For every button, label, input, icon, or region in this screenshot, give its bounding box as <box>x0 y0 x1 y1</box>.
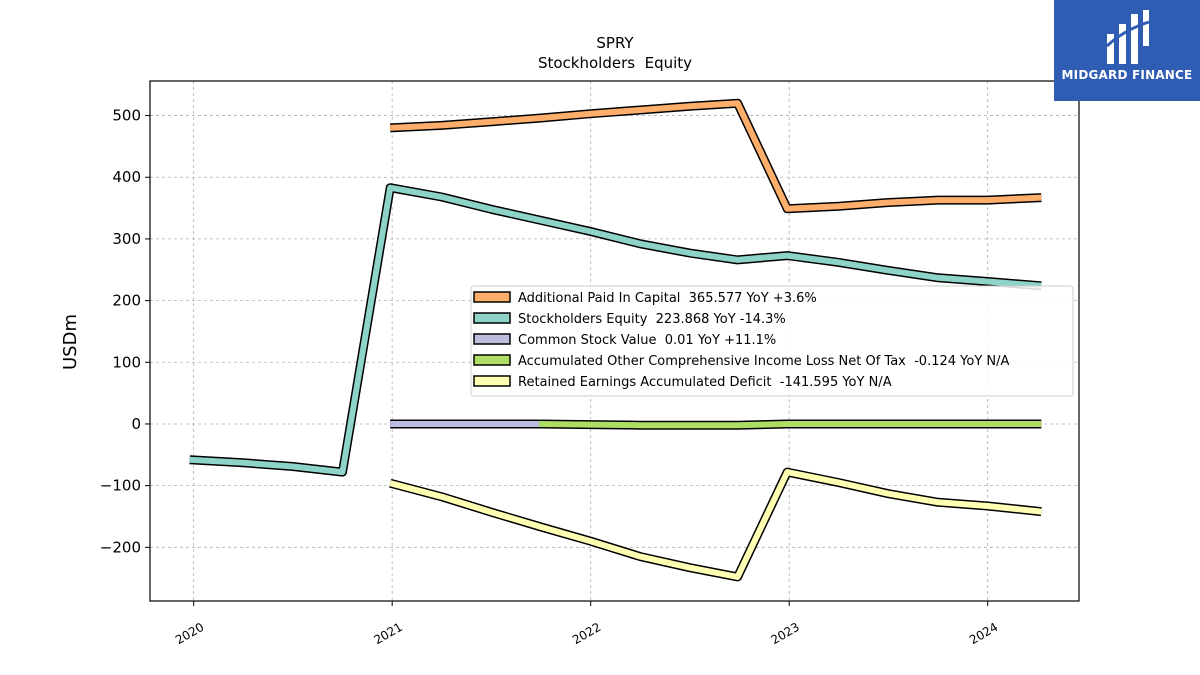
brand-name: MIDGARD FINANCE <box>1061 68 1193 82</box>
series-line-1 <box>390 100 1042 212</box>
y-tick-label: −100 <box>100 477 141 495</box>
x-tick-label: 2021 <box>371 620 404 647</box>
series-line-4 <box>539 421 1042 429</box>
legend-label: Retained Earnings Accumulated Deficit -1… <box>518 375 892 390</box>
legend-label: Additional Paid In Capital 365.577 YoY +… <box>518 291 817 306</box>
chart-legend: Additional Paid In Capital 365.577 YoY +… <box>470 285 1074 397</box>
chart-title: SPRY <box>596 34 634 52</box>
x-tick-label: 2020 <box>173 620 206 647</box>
y-tick-label: 300 <box>112 230 141 248</box>
x-tick-label: 2024 <box>967 620 1000 647</box>
plot-frame <box>149 80 1080 602</box>
legend-frame <box>470 285 1074 397</box>
chart-subtitle: Stockholders Equity <box>538 54 692 72</box>
legend-swatch <box>473 333 511 345</box>
legend-label: Accumulated Other Comprehensive Income L… <box>518 354 1009 369</box>
series-line-5 <box>389 469 1042 580</box>
y-tick-label: 200 <box>112 292 141 310</box>
legend-label: Stockholders Equity 223.868 YoY -14.3% <box>518 312 786 327</box>
brand-logo: MIDGARD FINANCE <box>1054 0 1200 101</box>
legend-swatch <box>473 354 511 366</box>
series-line-2 <box>189 184 1042 476</box>
legend-swatch <box>473 375 511 387</box>
y-tick-label: 100 <box>112 353 141 371</box>
brand-logo-icon <box>1105 10 1150 64</box>
x-tick-label: 2022 <box>570 620 603 647</box>
legend-label: Common Stock Value 0.01 YoY +11.1% <box>518 333 776 348</box>
y-tick-label: 500 <box>112 107 141 125</box>
y-tick-label: −200 <box>100 538 141 556</box>
series-outline-5 <box>389 467 1042 582</box>
series-layer <box>189 98 1042 582</box>
y-axis-label: USDm <box>60 314 81 370</box>
legend-swatch <box>473 291 511 303</box>
x-tick-label: 2023 <box>768 620 801 647</box>
legend-swatch <box>473 312 511 324</box>
y-tick-label: 0 <box>131 415 141 433</box>
y-tick-label: 400 <box>112 168 141 186</box>
